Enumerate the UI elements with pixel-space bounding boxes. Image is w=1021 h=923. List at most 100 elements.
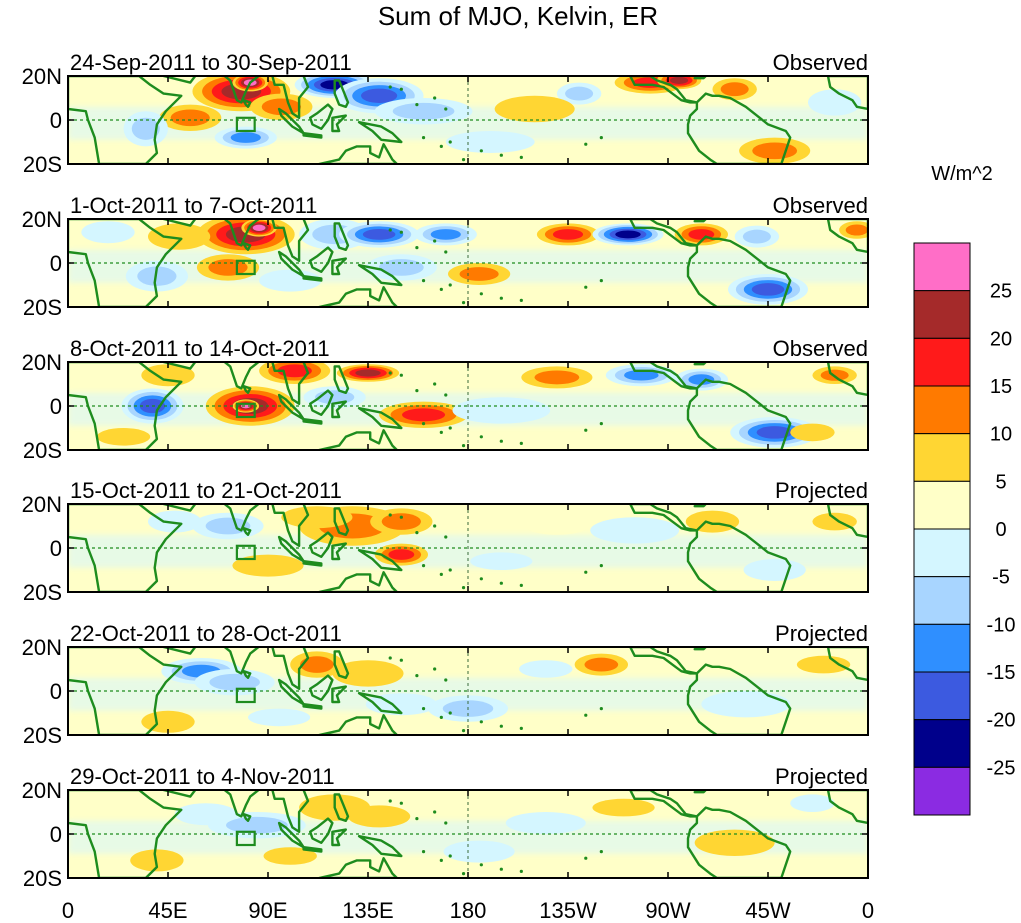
- anomaly-field: [81, 219, 868, 305]
- anomaly-contour: [148, 510, 202, 533]
- anomaly-field: [123, 76, 862, 164]
- island-dot: [388, 85, 392, 89]
- anomaly-contour: [381, 513, 421, 530]
- anomaly-contour: [694, 829, 775, 856]
- island-dot: [444, 821, 448, 825]
- coastline: [693, 790, 707, 794]
- anomaly-contour: [174, 803, 237, 826]
- anomaly-contour: [494, 95, 575, 123]
- island-dot: [461, 872, 466, 876]
- coastline: [302, 418, 323, 425]
- lat-tick-label: 20S: [23, 295, 62, 320]
- coastline: [222, 219, 311, 262]
- panel-status-label: Projected: [775, 764, 868, 789]
- island-dot: [433, 96, 437, 100]
- lat-tick-label: 0: [50, 108, 62, 133]
- island-dot: [499, 153, 503, 157]
- colorbar-tick-label: -10: [987, 614, 1016, 636]
- colorbar-swatch: [913, 337, 971, 387]
- anomaly-contour: [720, 82, 749, 97]
- island-dot: [479, 863, 483, 867]
- coastline: [357, 264, 403, 287]
- anomaly-contour: [332, 660, 404, 687]
- colorbar-units-label: W/m^2: [931, 163, 993, 185]
- coastline: [331, 114, 347, 133]
- anomaly-contour: [565, 86, 594, 101]
- coastline: [68, 647, 183, 735]
- coastline: [331, 828, 347, 847]
- anomaly-contour: [808, 89, 862, 116]
- island-dot: [415, 389, 419, 393]
- island-dot: [439, 144, 443, 148]
- coastline: [357, 692, 403, 715]
- colorbar-tick-label: 0: [995, 519, 1006, 541]
- island-dot: [415, 246, 419, 250]
- coastline: [309, 246, 334, 273]
- anomaly-contour: [348, 805, 411, 828]
- coastline: [302, 275, 323, 282]
- anomaly-contour: [445, 131, 535, 153]
- island-dot: [415, 674, 419, 678]
- panel-status-label: Observed: [773, 193, 868, 218]
- coastline: [826, 76, 868, 111]
- island-dot: [444, 678, 448, 682]
- coastline: [68, 504, 183, 592]
- index-box: [235, 687, 256, 704]
- anomaly-contour: [252, 224, 266, 231]
- island-dot: [599, 564, 603, 568]
- island-dot: [599, 707, 603, 711]
- coastline: [331, 685, 347, 704]
- island-dot: [479, 577, 483, 581]
- island-dot: [499, 724, 503, 728]
- island-dot: [519, 726, 523, 731]
- anomaly-contour: [670, 76, 689, 84]
- chart-title: Sum of MJO, Kelvin, ER: [378, 1, 658, 31]
- lat-tick-label: 20S: [23, 438, 62, 463]
- coastline: [162, 504, 197, 512]
- anomaly-field: [130, 794, 835, 872]
- island-dot: [519, 155, 523, 159]
- colorbar-swatch: [913, 671, 971, 721]
- island-dot: [388, 228, 392, 232]
- coastline: [242, 670, 252, 679]
- coastline: [222, 504, 311, 547]
- panel-date-label: 22-Oct-2011 to 28-Oct-2011: [70, 621, 342, 646]
- island-dot: [448, 426, 452, 430]
- island-dot: [399, 801, 403, 805]
- coastline: [242, 385, 252, 394]
- lat-tick-label: 20N: [22, 492, 62, 517]
- island-dot: [439, 430, 443, 434]
- island-dot: [388, 656, 392, 660]
- anomaly-contour: [148, 223, 211, 250]
- coastline: [629, 647, 792, 735]
- island-dot: [499, 581, 503, 585]
- island-dot: [448, 140, 452, 144]
- index-box: [235, 544, 256, 561]
- coastline: [242, 527, 252, 536]
- colorbar-swatch: [913, 433, 971, 482]
- lat-tick-label: 0: [50, 822, 62, 847]
- anomaly-contour: [355, 369, 381, 377]
- colorbar-swatch: [913, 766, 971, 816]
- coastline: [162, 362, 197, 370]
- coastlines: [68, 219, 868, 307]
- coastlines: [68, 362, 868, 450]
- island-dot: [499, 867, 503, 871]
- coastline: [302, 703, 323, 710]
- coastline: [357, 120, 403, 144]
- island-dot: [448, 854, 452, 858]
- island-dot: [421, 564, 426, 568]
- lat-tick-label: 0: [50, 394, 62, 419]
- coastline: [242, 98, 252, 109]
- coastline: [68, 219, 183, 307]
- panel-date-label: 8-Oct-2011 to 14-Oct-2011: [70, 336, 330, 361]
- anomaly-contour: [790, 794, 835, 812]
- island-dot: [388, 799, 392, 803]
- coastline: [309, 103, 334, 131]
- coastline: [333, 222, 350, 252]
- coastline: [302, 131, 323, 139]
- island-dot: [461, 444, 466, 448]
- lon-tick-label: 90E: [248, 898, 287, 923]
- coastline: [693, 362, 707, 366]
